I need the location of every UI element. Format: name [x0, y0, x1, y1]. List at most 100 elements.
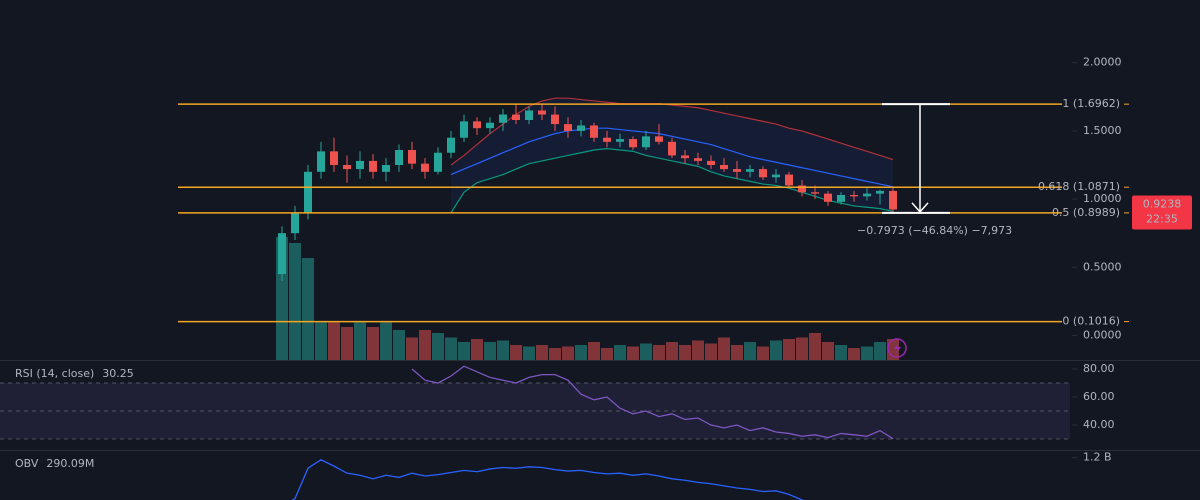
- candle-body: [837, 195, 845, 202]
- volume-bar: [562, 346, 574, 360]
- volume-bar: [484, 342, 496, 360]
- candle-body: [447, 137, 455, 153]
- candle-body: [421, 163, 429, 172]
- candle-body: [668, 141, 676, 156]
- volume-bar: [679, 345, 691, 360]
- candle-body: [681, 155, 689, 159]
- volume-bar: [471, 339, 483, 360]
- indicator-line: [411, 365, 894, 440]
- volume-bar: [874, 342, 886, 360]
- volume-bar: [510, 345, 522, 360]
- candle-body: [564, 124, 572, 131]
- volume-bar: [770, 340, 782, 360]
- volume-bar: [315, 322, 327, 360]
- candle-body: [317, 151, 325, 172]
- volume-bar: [666, 342, 678, 360]
- candle-body: [863, 193, 871, 197]
- indicator-line: [291, 459, 805, 500]
- volume-bar: [419, 330, 431, 360]
- candle-body: [811, 192, 819, 194]
- candle-body: [590, 125, 598, 138]
- candle-body: [460, 121, 468, 138]
- volume-bar: [406, 337, 418, 360]
- candle-body: [304, 171, 312, 213]
- indicator-title: RSI (14, close): [15, 367, 94, 380]
- indicator-value: 30.25: [102, 367, 134, 380]
- band-line: [450, 148, 894, 214]
- volume-bar: [822, 342, 834, 360]
- volume-bar: [380, 322, 392, 360]
- candle-body: [512, 114, 520, 120]
- y-tick-label: 80.00: [1083, 362, 1115, 375]
- volume-bar: [835, 345, 847, 360]
- volume-bar: [861, 346, 873, 360]
- candle-body: [707, 160, 715, 165]
- indicator-pane: [0, 365, 1070, 440]
- candle-body: [889, 190, 897, 210]
- volume-bar: [497, 340, 509, 360]
- volume-bar: [705, 343, 717, 360]
- volume-bar: [796, 337, 808, 360]
- indicator-value: 290.09M: [46, 457, 94, 470]
- plot-layer: 0.0000 0.5000 1.0000 1.5000 2.0000 1 (1.6962)…: [0, 56, 1192, 500]
- volume-bar: [328, 322, 340, 360]
- y-tick-label: 1.0000: [1083, 192, 1122, 205]
- candle-body: [525, 110, 533, 120]
- candle-body: [473, 121, 481, 129]
- volume-bar: [432, 333, 444, 360]
- candle-body: [785, 174, 793, 186]
- candle-body: [330, 151, 338, 165]
- event-icon[interactable]: [887, 338, 907, 358]
- fib-label: 0.618 (1.0871): [1038, 180, 1120, 193]
- candle-body: [577, 125, 585, 131]
- volume-bar: [393, 330, 405, 360]
- volume-bar: [341, 327, 353, 360]
- candle-body: [486, 122, 494, 129]
- volume-bar: [627, 346, 639, 360]
- candle-body: [629, 139, 637, 148]
- y-tick-label: 60.00: [1083, 390, 1115, 403]
- candle-body: [538, 110, 546, 115]
- volume-bar: [588, 342, 600, 360]
- candle-body: [850, 195, 858, 197]
- volume-bar: [289, 243, 301, 360]
- candle-body: [824, 193, 832, 202]
- candle-body: [343, 165, 351, 170]
- volume-bar: [549, 348, 561, 360]
- measure-label: −0.7973 (−46.84%) −7,973: [857, 224, 1012, 237]
- volume-bar: [458, 342, 470, 360]
- candle-body: [382, 165, 390, 172]
- band-line: [450, 127, 894, 188]
- y-tick-label: 1.2 B: [1083, 451, 1112, 464]
- volume-bar: [445, 337, 457, 360]
- fib-label: 0 (0.1016): [1062, 315, 1120, 328]
- volume-bar: [354, 322, 366, 360]
- event-icon-bolt: [894, 342, 901, 355]
- candle-body: [733, 169, 741, 172]
- volume-bar: [302, 258, 314, 360]
- fib-label: 1 (1.6962): [1062, 97, 1120, 110]
- volume-bar: [614, 345, 626, 360]
- band-line: [450, 97, 894, 166]
- price-tag-value: 0.9238: [1143, 197, 1182, 210]
- volume-bar: [692, 340, 704, 360]
- candle-body: [278, 233, 286, 275]
- candle-body: [759, 169, 767, 178]
- price-pane: [276, 97, 899, 360]
- y-tick-label: 0.0000: [1083, 328, 1122, 341]
- volume-bar: [653, 345, 665, 360]
- price-tag: [1132, 195, 1192, 230]
- volume-bar: [640, 343, 652, 360]
- volume-bar: [536, 345, 548, 360]
- y-tick-label: 40.00: [1083, 418, 1115, 431]
- volume-bar: [523, 346, 535, 360]
- candle-body: [720, 165, 728, 170]
- candle-body: [356, 160, 364, 170]
- candle-body: [434, 152, 442, 172]
- indicator-pane: [291, 459, 805, 500]
- volume-bar: [718, 337, 730, 360]
- candle-body: [876, 190, 884, 194]
- candle-body: [655, 136, 663, 142]
